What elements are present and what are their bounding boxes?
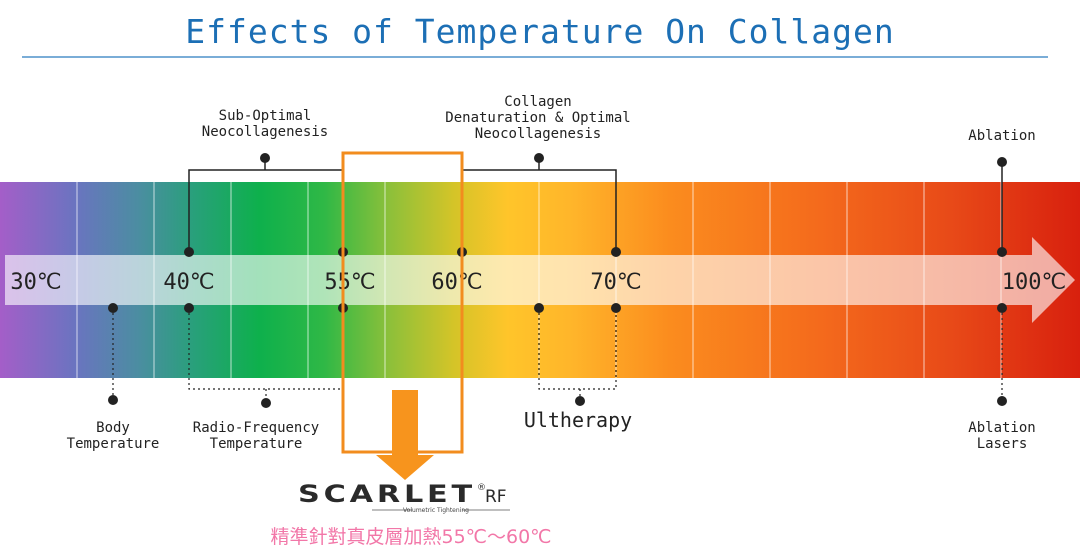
logo-rf-suffix: RF: [485, 487, 507, 507]
collagen-label-line3: Neocollagenesis: [475, 126, 601, 142]
temp-label-60: 60℃: [431, 270, 482, 295]
logo-registered-mark: ®: [477, 483, 486, 493]
temperature-arrow: [5, 237, 1075, 323]
ablation-lasers-label-line2: Lasers: [977, 436, 1028, 452]
temp-label-70: 70℃: [590, 270, 641, 295]
body-temp-label-line2: Temperature: [67, 436, 160, 452]
ablation-label: Ablation: [968, 128, 1035, 144]
temp-label-40: 40℃: [163, 270, 214, 295]
logo-tagline: Volumetric Tightening: [403, 507, 469, 514]
temp-label-30: 30℃: [10, 270, 61, 295]
body-temp-label-line1: Body: [96, 420, 130, 436]
ablation-lasers-label-line1: Ablation: [968, 420, 1035, 436]
rf-temp-label-line1: Radio-Frequency: [193, 420, 319, 436]
rf-temp-label-line2: Temperature: [210, 436, 303, 452]
page-title: Effects of Temperature On Collagen: [185, 12, 895, 51]
temp-label-55: 55℃: [324, 270, 375, 295]
sub-optimal-label-line1: Sub-Optimal: [219, 108, 312, 124]
collagen-label-line1: Collagen: [504, 94, 571, 110]
logo-brand-text: SCARLET: [298, 480, 476, 508]
temp-label-100: 100℃: [1002, 270, 1066, 295]
scarlet-rf-logo: SCARLET ® RF Volumetric Tightening: [298, 480, 510, 514]
down-arrow-icon: [376, 390, 434, 480]
ultherapy-label: Ultherapy: [524, 408, 632, 432]
collagen-label-line2: Denaturation & Optimal: [445, 110, 630, 126]
chinese-caption: 精準針對真皮層加熱55℃～60℃: [270, 526, 551, 548]
sub-optimal-label-line2: Neocollagenesis: [202, 124, 328, 140]
